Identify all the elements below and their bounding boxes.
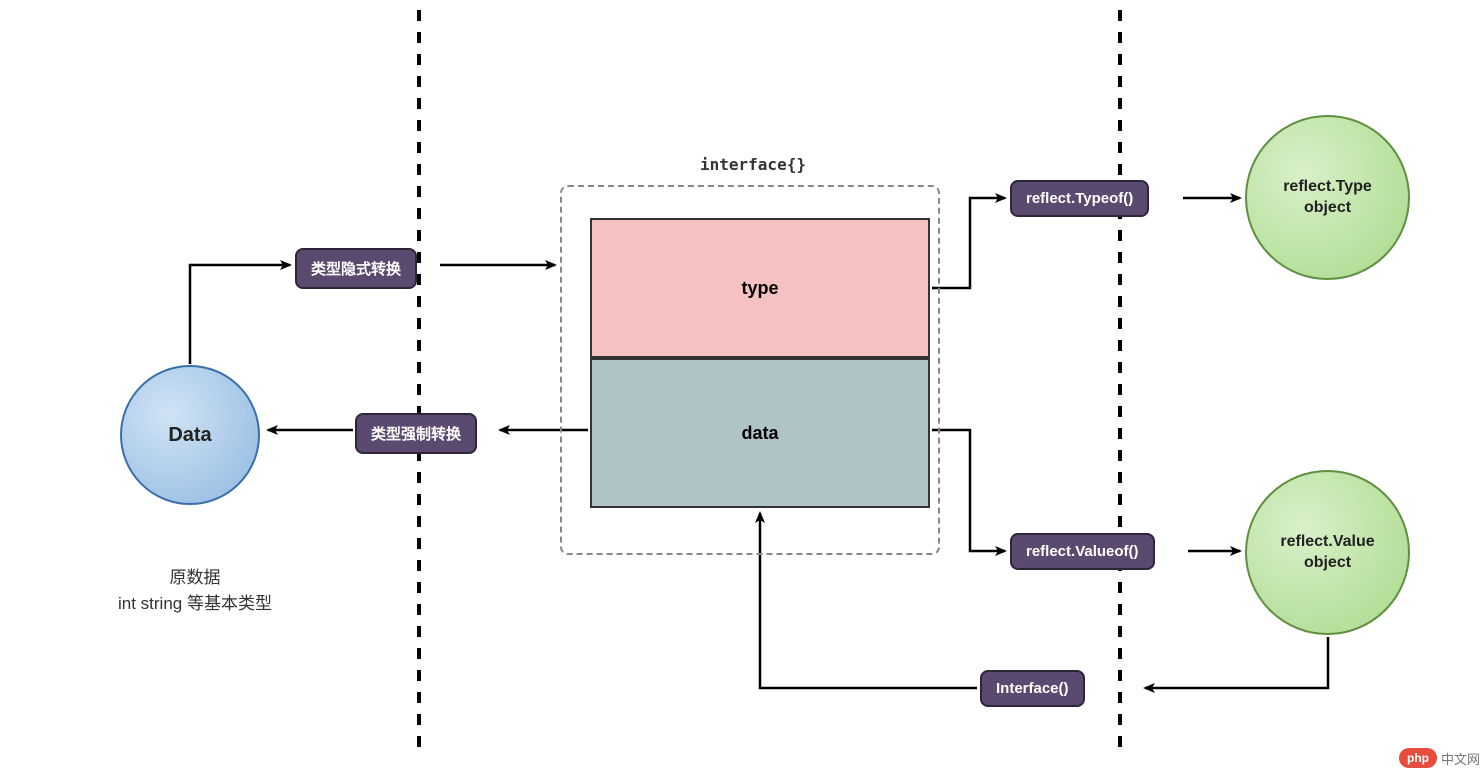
interface-fn-box: Interface() xyxy=(980,670,1085,707)
data-subtitle: 原数据 int string 等基本类型 xyxy=(85,565,305,616)
typeof-box: reflect.Typeof() xyxy=(1010,180,1149,217)
implicit-conv-label: 类型隐式转换 xyxy=(311,258,401,279)
watermark-text: 中文网 xyxy=(1441,749,1480,768)
forced-conv-box: 类型强制转换 xyxy=(355,413,477,454)
type-box: type xyxy=(590,218,930,358)
data-subtitle-line1: 原数据 xyxy=(85,565,305,591)
type-circle-line1: reflect.Type xyxy=(1283,177,1372,198)
data-box-label: data xyxy=(741,423,778,444)
type-box-label: type xyxy=(741,278,778,299)
type-result-circle: reflect.Type object xyxy=(1245,115,1410,280)
edge-value-to-interface xyxy=(1145,637,1328,688)
interface-fn-label: Interface() xyxy=(996,680,1069,697)
forced-conv-label: 类型强制转换 xyxy=(371,423,461,444)
watermark-badge: php xyxy=(1399,748,1437,768)
type-circle-line2: object xyxy=(1304,198,1351,219)
data-box: data xyxy=(590,358,930,508)
value-result-circle: reflect.Value object xyxy=(1245,470,1410,635)
data-subtitle-line2: int string 等基本类型 xyxy=(85,591,305,617)
typeof-label: reflect.Typeof() xyxy=(1026,190,1133,207)
interface-label: interface{} xyxy=(700,155,806,174)
valueof-label: reflect.Valueof() xyxy=(1026,543,1139,560)
watermark: php 中文网 xyxy=(1399,748,1480,768)
implicit-conv-box: 类型隐式转换 xyxy=(295,248,417,289)
edge-data-to-implicit xyxy=(190,265,290,364)
value-circle-line2: object xyxy=(1304,553,1351,574)
value-circle-line1: reflect.Value xyxy=(1280,532,1374,553)
valueof-box: reflect.Valueof() xyxy=(1010,533,1155,570)
diagram-canvas: Data 原数据 int string 等基本类型 interface{} ty… xyxy=(0,0,1482,770)
edge-type-to-typeof xyxy=(932,198,1005,288)
edge-databox-to-valueof xyxy=(932,430,1005,551)
data-node-label: Data xyxy=(168,424,211,447)
data-node: Data xyxy=(120,365,260,505)
